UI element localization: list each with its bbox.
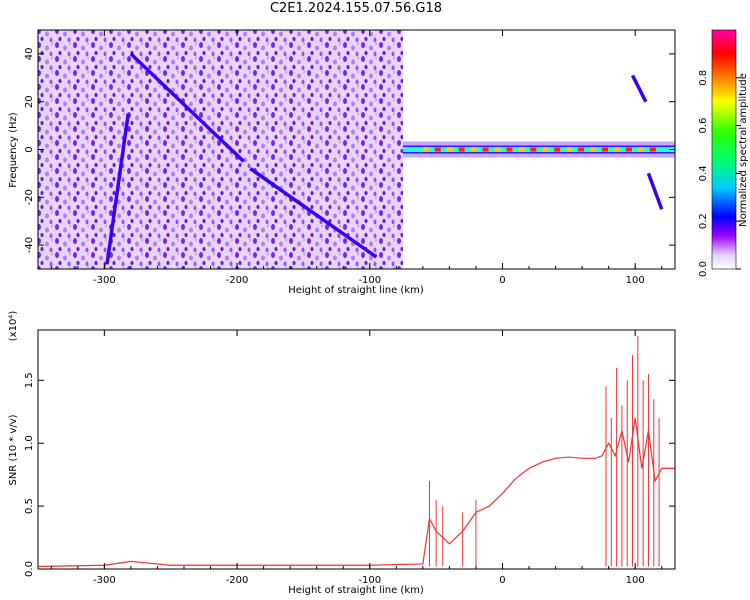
carrier-peak [422,147,429,152]
spectral-streak [646,172,664,210]
carrier-peak [602,147,609,152]
x-tick-label: 100 [626,575,645,586]
carrier-peak [470,147,477,152]
chart-title: C2E1.2024.155.07.56.G18 [269,1,443,16]
y-tick-label: 0.0 [24,561,35,577]
carrier-peak [554,147,561,152]
carrier-peak [613,147,620,152]
colorbar-tick-label: 0.0 [698,261,709,277]
carrier-peak [566,147,573,152]
x-tick-label: -300 [93,275,116,286]
carrier-peak [482,147,489,152]
x-tick-label: 100 [626,275,645,286]
colorbar-tick-label: 0.8 [698,70,709,86]
y-tick-label: 40 [24,48,35,61]
colorbar-frame [711,29,737,270]
carrier-peak [506,147,513,152]
spectral-streak [129,52,245,163]
x-tick-label: -100 [358,575,381,586]
carrier-peak [625,147,632,152]
x-tick-label: -100 [358,275,381,286]
snr-scale-label: (x10⁴) [8,311,19,342]
snr-series-line [38,417,675,568]
spectral-streak [249,167,378,259]
x-tick-label: -200 [226,575,249,586]
colorbar-tick-label: 0.6 [698,118,709,134]
y-tick-label: 0.5 [24,498,35,514]
x-tick-label: -200 [226,275,249,286]
y-tick-label: -40 [24,237,35,253]
carrier-peak [637,147,644,152]
x-tick-label: 0 [499,275,505,286]
y-tick-label: 1.0 [24,435,35,451]
spectral-streak [630,74,648,103]
carrier-peak [518,147,525,152]
carrier-peak [434,147,441,152]
spectral-streak [105,113,130,265]
carrier-peak [578,147,585,152]
carrier-peak [494,147,501,152]
colorbar-label: Normalized spectral amplitude [738,73,749,227]
carrier-peak [446,147,453,152]
y-tick-label: 20 [24,95,35,108]
carrier-core [402,147,675,152]
y-tick-label: 0 [24,146,35,152]
carrier-peak [530,147,537,152]
y-tick-label: -20 [24,189,35,205]
x-tick-label: -300 [93,575,116,586]
carrier-peak [458,147,465,152]
snr-x-label: Height of straight line (km) [288,585,424,596]
snr-chart: -300 -200 -100 0 100 0.0 0.5 1.0 1.5 Height of s… [8,311,676,596]
colorbar-tick-label: 0.4 [698,165,709,181]
carrier-peak [542,147,549,152]
noise-region [38,30,403,269]
colorbar [712,30,736,269]
x-tick-label: 0 [499,575,505,586]
y-tick-label: 1.5 [24,372,35,388]
snr-y-label: SNR (10 * v/v) [8,414,19,485]
snr-frame [37,329,676,570]
spectrogram-y-label: Frequency (Hz) [8,112,19,188]
carrier-peak [649,147,656,152]
spectrogram-x-label: Height of straight line (km) [288,285,424,296]
colorbar-tick-label: 0.2 [698,213,709,229]
carrier-peak [590,147,597,152]
